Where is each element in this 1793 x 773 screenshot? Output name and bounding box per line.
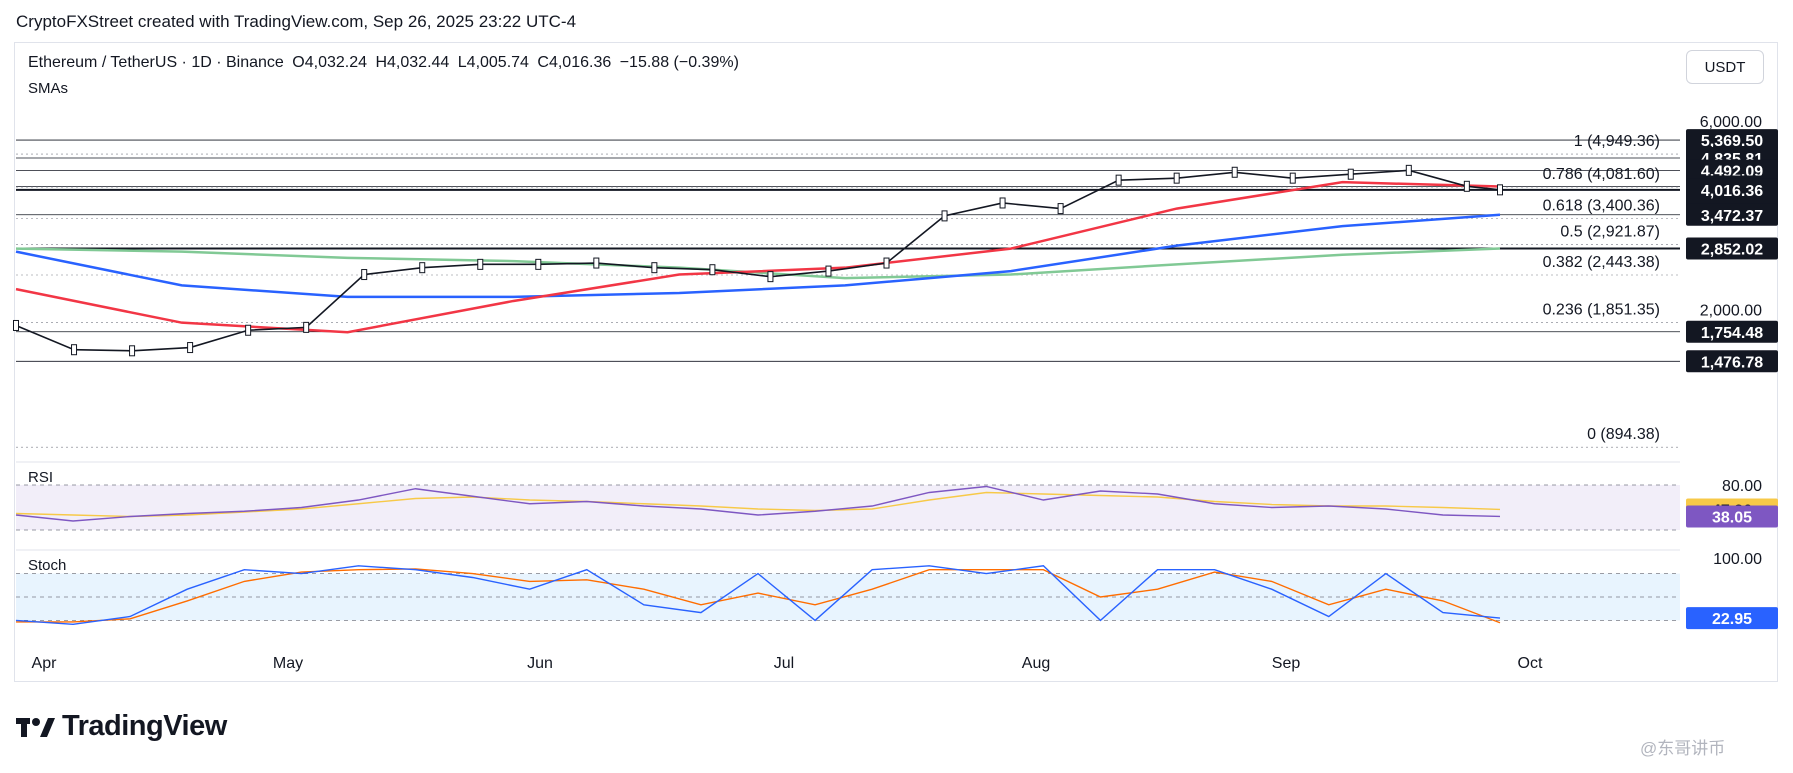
rsi-y-tick-0: 80.00	[1722, 478, 1762, 495]
price-candle-20	[1173, 172, 1180, 184]
stoch-k-line	[15, 565, 1501, 626]
price-candle-7	[419, 262, 426, 274]
price-candle-26	[1497, 184, 1503, 196]
indicator-label[interactable]: SMAs	[28, 80, 69, 97]
fib-label-5: 0.236 (1,851.35)	[1543, 302, 1660, 319]
price-candle-8	[477, 258, 484, 270]
currency-button[interactable]: USDT	[1686, 50, 1764, 84]
stoch-y-tick-0: 100.00	[1713, 551, 1762, 568]
stoch-value-bg-0	[1686, 607, 1778, 630]
price-candle-21	[1231, 166, 1238, 178]
tradingview-logo-icon	[16, 717, 55, 737]
ohlc-close: C4,016.36	[537, 54, 612, 71]
fib-label-0: 1 (4,949.36)	[1574, 133, 1660, 150]
fib-label-3: 0.5 (2,921.87)	[1560, 223, 1660, 240]
fibonacci-levels: 1 (4,949.36) 0.786 (4,081.60) 0.618 (3,400…	[16, 133, 1680, 448]
price-candle-23	[1347, 168, 1354, 180]
watermark: @东哥讲币	[1640, 739, 1726, 758]
chart-caption: CryptoFXStreet created with TradingView.…	[16, 12, 577, 31]
price-candle-11	[651, 262, 658, 274]
y-tick-0: 6,000.00	[1700, 114, 1762, 131]
price-candle-0	[13, 319, 19, 331]
rsi-value-bg-1	[1686, 505, 1778, 528]
stoch-pane: Stoch 100.00 22.95	[15, 549, 1778, 630]
rsi-title: RSI	[28, 469, 53, 486]
sma-lines	[15, 180, 1501, 334]
price-axis-labels: 5,369.504,835.814,492.094,095.984,016.36…	[1686, 129, 1778, 373]
price-label-4: 4,016.36	[1701, 183, 1763, 200]
price-label-0: 5,369.50	[1701, 133, 1763, 150]
price-candle-22	[1289, 172, 1296, 184]
rsi-ma-line	[15, 491, 1501, 518]
price-candle-2	[129, 345, 136, 357]
price-candle-4	[245, 324, 252, 336]
price-label-bg-8	[1686, 350, 1778, 373]
price-candle-15	[883, 257, 890, 269]
price-candle-12	[709, 264, 716, 276]
price-candle-1	[71, 344, 78, 356]
price-label-6: 2,852.02	[1701, 242, 1763, 259]
price-series	[13, 164, 1503, 357]
price-candle-18	[1057, 203, 1064, 215]
sma-mid-line	[15, 213, 1501, 299]
price-candle-5	[303, 321, 310, 333]
price-candle-10	[593, 257, 600, 269]
x-tick-sep: Sep	[1272, 655, 1301, 672]
price-label-bg-6	[1686, 237, 1778, 260]
fib-label-2: 0.618 (3,400.36)	[1543, 197, 1660, 214]
fib-label-6: 0 (894.38)	[1587, 426, 1660, 443]
price-candle-13	[767, 271, 774, 283]
rsi-line	[15, 485, 1501, 522]
x-tick-jun: Jun	[527, 655, 553, 672]
price-candle-14	[825, 265, 832, 277]
price-candle-19	[1115, 174, 1122, 186]
tradingview-logo-text: TradingView	[62, 710, 227, 742]
price-candle-3	[187, 342, 194, 354]
symbol-legend: Ethereum / TetherUS · 1D · Binance O4,03…	[28, 54, 743, 72]
price-label-8: 1,476.78	[1701, 354, 1763, 371]
x-tick-oct: Oct	[1518, 655, 1543, 672]
y-axis-ticks: 6,000.00 2,000.00	[1700, 114, 1762, 319]
ohlc-change: −15.88 (−0.39%)	[619, 54, 739, 71]
price-label-5: 3,472.37	[1701, 208, 1763, 225]
symbol-name[interactable]: Ethereum / TetherUS · 1D · Binance	[28, 54, 284, 71]
tradingview-logo[interactable]: TradingView	[16, 710, 227, 743]
y-tick-1: 2,000.00	[1700, 302, 1762, 319]
x-axis-ticks: Apr May Jun Jul Aug Sep Oct	[32, 655, 1543, 672]
x-tick-aug: Aug	[1022, 655, 1050, 672]
stoch-d-line	[16, 568, 1501, 624]
ohlc-high: H4,032.44	[375, 54, 450, 71]
ohlc-open: O4,032.24	[292, 54, 368, 71]
price-label-bg-0	[1686, 129, 1778, 152]
price-candle-16	[941, 210, 948, 222]
price-candle-17	[999, 197, 1006, 209]
fib-label-1: 0.786 (4,081.60)	[1543, 166, 1660, 183]
sma-slow-line	[15, 247, 1501, 280]
rsi-value-1: 38.05	[1712, 509, 1752, 526]
stoch-value-0: 22.95	[1712, 611, 1752, 628]
price-label-bg-7	[1686, 320, 1778, 343]
price-label-bg-5	[1686, 203, 1778, 226]
x-tick-jul: Jul	[774, 655, 794, 672]
sma-fast-line	[15, 180, 1501, 334]
stoch-title: Stoch	[28, 557, 66, 574]
fib-label-4: 0.382 (2,443.38)	[1543, 254, 1660, 271]
price-candle-9	[535, 258, 542, 270]
price-candle-25	[1463, 180, 1470, 192]
price-candle-24	[1405, 164, 1412, 176]
horizontal-levels	[16, 139, 1680, 362]
price-label-7: 1,754.48	[1701, 325, 1763, 342]
ohlc-low: L4,005.74	[457, 54, 529, 71]
x-tick-apr: Apr	[32, 655, 58, 672]
x-tick-may: May	[273, 655, 303, 672]
price-line	[15, 169, 1501, 352]
price-candle-6	[361, 269, 368, 281]
